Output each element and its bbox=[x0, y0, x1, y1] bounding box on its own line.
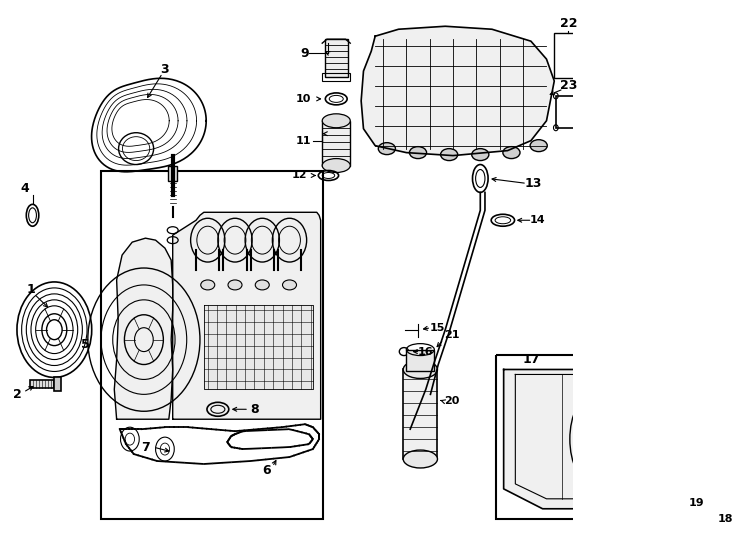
Text: 1: 1 bbox=[26, 284, 35, 296]
Text: 4: 4 bbox=[21, 182, 29, 195]
Text: 10: 10 bbox=[296, 94, 311, 104]
Polygon shape bbox=[115, 238, 172, 419]
Ellipse shape bbox=[322, 159, 350, 172]
Text: 13: 13 bbox=[525, 177, 542, 190]
Bar bbox=[322, 121, 350, 166]
Text: 2: 2 bbox=[12, 388, 21, 401]
Ellipse shape bbox=[378, 143, 396, 154]
Text: 9: 9 bbox=[301, 46, 310, 59]
Ellipse shape bbox=[283, 280, 297, 290]
Bar bbox=[403, 369, 437, 459]
Polygon shape bbox=[361, 26, 554, 156]
Ellipse shape bbox=[440, 148, 458, 160]
Ellipse shape bbox=[403, 450, 437, 468]
Text: 20: 20 bbox=[444, 396, 459, 406]
Text: 17: 17 bbox=[522, 353, 539, 366]
Bar bbox=[324, 39, 348, 77]
Text: 5: 5 bbox=[81, 338, 90, 351]
Bar bbox=[101, 171, 323, 519]
Bar bbox=[496, 355, 734, 519]
Text: 11: 11 bbox=[296, 136, 311, 146]
Text: 15: 15 bbox=[430, 323, 445, 333]
Text: 16: 16 bbox=[418, 347, 434, 356]
Ellipse shape bbox=[403, 361, 437, 379]
Bar bbox=[322, 73, 350, 81]
Ellipse shape bbox=[255, 280, 269, 290]
Bar bbox=[407, 349, 435, 372]
Ellipse shape bbox=[472, 148, 489, 160]
Text: 23: 23 bbox=[559, 79, 577, 92]
Bar bbox=[54, 377, 62, 392]
Ellipse shape bbox=[503, 147, 520, 159]
Ellipse shape bbox=[530, 140, 548, 152]
Ellipse shape bbox=[228, 280, 242, 290]
Polygon shape bbox=[204, 305, 313, 389]
Polygon shape bbox=[504, 369, 734, 509]
Bar bbox=[168, 166, 178, 181]
Text: 8: 8 bbox=[250, 403, 259, 416]
Text: 6: 6 bbox=[262, 464, 270, 477]
Text: 18: 18 bbox=[718, 514, 733, 524]
Text: 3: 3 bbox=[161, 63, 170, 76]
Text: 22: 22 bbox=[559, 17, 577, 30]
Bar bbox=[556, 96, 578, 128]
Bar bbox=[554, 33, 581, 78]
Text: 12: 12 bbox=[292, 171, 308, 180]
Text: 14: 14 bbox=[529, 215, 545, 225]
Polygon shape bbox=[172, 212, 321, 419]
Bar bbox=[679, 518, 697, 528]
Text: 7: 7 bbox=[141, 441, 150, 454]
Ellipse shape bbox=[322, 114, 350, 128]
Text: 21: 21 bbox=[444, 329, 459, 340]
Bar bbox=[30, 380, 54, 388]
Ellipse shape bbox=[200, 280, 215, 290]
Ellipse shape bbox=[410, 147, 426, 159]
Text: 19: 19 bbox=[689, 498, 705, 508]
